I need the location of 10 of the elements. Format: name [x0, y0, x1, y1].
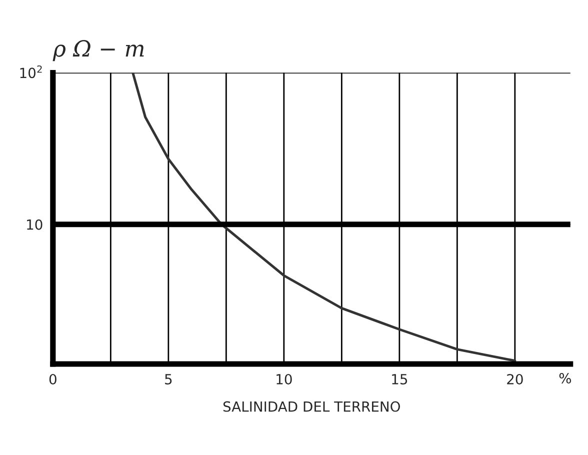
- x-tick-label: 10: [276, 374, 292, 384]
- x-tick-label: 5: [165, 374, 172, 384]
- text: %: [559, 372, 572, 384]
- y-tick-label: 10$^{2}$: [20, 65, 42, 78]
- x-tick-label: 20: [507, 374, 523, 384]
- x-tick-label: 0: [49, 374, 56, 384]
- x-tick-label: 15: [392, 374, 408, 384]
- x-axis-title: SALINIDAD DEL TERRENO: [223, 401, 400, 412]
- line-series: [132, 72, 516, 362]
- y-axis-title: ρ Ω − m: [52, 40, 144, 62]
